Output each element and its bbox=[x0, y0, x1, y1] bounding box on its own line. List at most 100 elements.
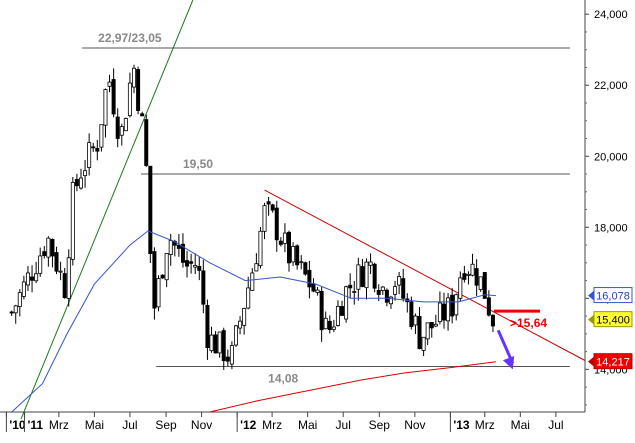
candle-body bbox=[123, 118, 128, 132]
candle-body bbox=[282, 232, 287, 244]
candle-body bbox=[393, 286, 398, 295]
candle-body bbox=[197, 266, 202, 271]
candle-body bbox=[30, 276, 35, 281]
candle-body bbox=[376, 289, 381, 295]
candle bbox=[185, 250, 190, 278]
ma-blue-line bbox=[11, 230, 496, 413]
candle-body bbox=[368, 261, 373, 266]
candle bbox=[74, 173, 79, 192]
candle-body bbox=[323, 317, 328, 330]
candle bbox=[372, 262, 377, 293]
candle-body bbox=[225, 356, 230, 362]
candle bbox=[103, 88, 108, 138]
candle bbox=[441, 292, 446, 329]
candle-body bbox=[246, 287, 251, 309]
candle-body bbox=[17, 292, 22, 308]
candle-body bbox=[21, 281, 26, 297]
candle-body bbox=[136, 69, 141, 111]
candle bbox=[148, 165, 153, 264]
candle bbox=[299, 255, 304, 270]
candle bbox=[238, 316, 243, 335]
candle-body bbox=[185, 260, 190, 267]
candle-body bbox=[486, 297, 491, 316]
x-tick-label: Mai bbox=[511, 418, 530, 432]
candle bbox=[127, 72, 132, 118]
candle-body bbox=[99, 124, 104, 148]
x-tick-label: Mai bbox=[298, 418, 317, 432]
price-marker: 16,078 bbox=[588, 287, 633, 304]
candle-body bbox=[229, 345, 234, 365]
candle bbox=[319, 287, 324, 342]
candle bbox=[388, 295, 393, 309]
candle-body bbox=[180, 243, 185, 263]
x-tick-label: Mai bbox=[85, 418, 104, 432]
candle bbox=[21, 275, 26, 300]
candle-body bbox=[462, 273, 467, 280]
y-tick-label: 18,000 bbox=[594, 222, 628, 234]
candle-body bbox=[13, 305, 18, 314]
candle-body bbox=[446, 297, 451, 322]
candle bbox=[303, 261, 308, 276]
candle bbox=[107, 74, 112, 93]
candle bbox=[282, 223, 287, 253]
candle-body bbox=[417, 316, 422, 349]
x-tick-label: Jul bbox=[548, 418, 563, 432]
candle-body bbox=[221, 330, 226, 362]
candle bbox=[335, 300, 340, 327]
x-tick-label: Mrz bbox=[475, 418, 495, 432]
candle-body bbox=[380, 286, 385, 291]
candle-body bbox=[83, 170, 88, 177]
candle bbox=[323, 311, 328, 330]
candle-body bbox=[176, 244, 181, 249]
candle bbox=[205, 299, 210, 360]
level-label: 19,50 bbox=[183, 157, 213, 171]
candle-body bbox=[482, 272, 487, 299]
candle bbox=[340, 300, 345, 316]
candle-body bbox=[148, 165, 153, 255]
price-marker-pointer bbox=[588, 314, 594, 325]
candle-body bbox=[127, 82, 132, 117]
candle bbox=[458, 271, 463, 302]
candle bbox=[156, 275, 161, 312]
candle bbox=[180, 233, 185, 268]
candle bbox=[270, 203, 275, 213]
candle-body bbox=[160, 274, 165, 279]
x-tick-label: Nov bbox=[191, 418, 212, 432]
candle bbox=[258, 226, 263, 269]
candle-body bbox=[413, 315, 418, 326]
candle bbox=[115, 108, 120, 148]
price-markers: 16,078 15,400 14,217 bbox=[588, 287, 633, 370]
candle-body bbox=[91, 146, 96, 149]
candle bbox=[50, 238, 55, 268]
candle-body bbox=[205, 304, 210, 348]
candle bbox=[437, 291, 442, 325]
x-tick-label: '10 bbox=[9, 418, 26, 432]
candle bbox=[91, 142, 96, 152]
candle-body bbox=[388, 296, 393, 305]
candle-body bbox=[364, 261, 369, 289]
candle bbox=[9, 310, 14, 316]
candle bbox=[46, 236, 51, 267]
candle-body bbox=[295, 245, 300, 266]
candle-body bbox=[66, 257, 71, 299]
y-tick-label: 20,000 bbox=[594, 151, 628, 163]
candle bbox=[417, 307, 422, 350]
price-marker-label: 14,217 bbox=[596, 357, 630, 369]
candle bbox=[470, 253, 475, 277]
candle-body bbox=[429, 321, 434, 329]
candle bbox=[95, 139, 100, 161]
price-marker-label: 16,078 bbox=[596, 291, 630, 303]
candle-body bbox=[409, 301, 414, 328]
candle bbox=[189, 253, 194, 274]
candle-body bbox=[111, 79, 116, 115]
candle-body bbox=[103, 89, 108, 126]
candle-body bbox=[335, 305, 340, 326]
candle-body bbox=[348, 284, 353, 289]
x-tick-label: '11 bbox=[27, 418, 43, 432]
candle bbox=[348, 273, 353, 299]
candle bbox=[99, 124, 104, 152]
level-label: 22,97/23,05 bbox=[98, 31, 162, 45]
candle-body bbox=[352, 291, 357, 293]
candle-body bbox=[466, 273, 471, 276]
candle bbox=[482, 272, 487, 299]
